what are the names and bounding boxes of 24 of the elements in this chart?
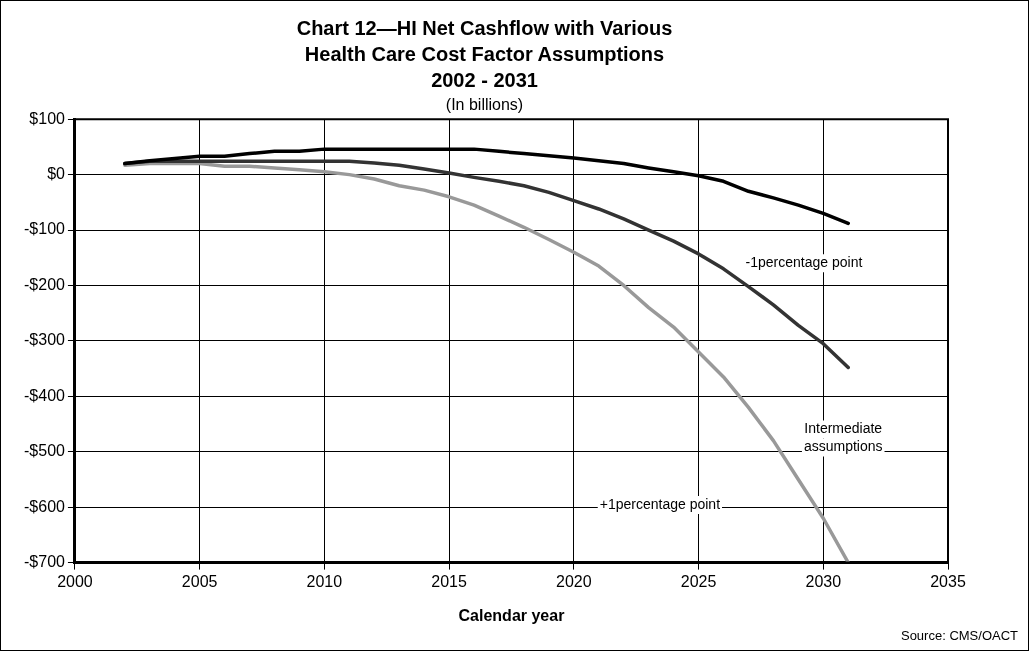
y-tick-label: -$700 (24, 553, 66, 571)
y-tick-label: $100 (29, 109, 66, 127)
y-tick-label: -$100 (24, 220, 66, 238)
y-tick-label: -$500 (24, 442, 66, 460)
x-tick-label: 2020 (556, 572, 592, 590)
x-tick-label: 2010 (306, 572, 343, 590)
annotation: +1percentage point (599, 495, 721, 512)
y-tick-label: -$600 (24, 497, 66, 515)
x-axis-title: Calendar year (458, 606, 565, 624)
annotation: Intermediate assumptions (803, 420, 883, 455)
x-tick-label: 2015 (431, 572, 467, 590)
annotation: -1percentage point (745, 254, 863, 271)
x-tick-label: 2000 (57, 572, 93, 590)
x-tick-label: 2005 (181, 572, 218, 590)
chart-subtitle: (In billions) (445, 96, 524, 114)
x-tick-label: 2030 (805, 572, 842, 590)
y-tick-label: -$200 (24, 275, 66, 293)
y-tick-label: -$400 (24, 386, 66, 404)
source-note: Source: CMS/OACT (900, 627, 1019, 643)
y-tick-label: -$300 (24, 331, 66, 349)
x-tick-label: 2035 (930, 572, 966, 590)
x-tick-label: 2025 (680, 572, 717, 590)
y-tick-label: $0 (47, 165, 66, 183)
chart-title: Chart 12—HI Net Cashflow with Various Health Care Cost Factor Assumptions 2002 - 2031 (296, 16, 673, 91)
